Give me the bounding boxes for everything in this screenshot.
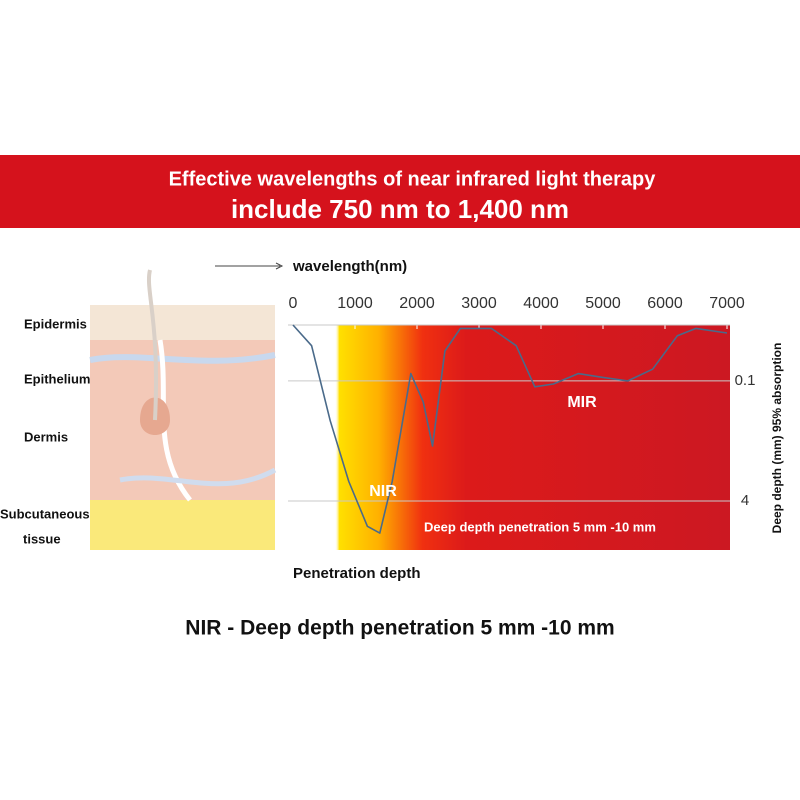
banner <box>0 155 800 228</box>
annotation: NIR <box>369 483 397 500</box>
axis-arrow-head <box>275 262 284 270</box>
x-tick-label: 2000 <box>399 295 435 312</box>
x-tick-label: 7000 <box>709 295 745 312</box>
y-tick-label: 4 <box>741 492 749 509</box>
x-tick-label: 4000 <box>523 295 559 312</box>
title: Effective wavelengths of near infrared l… <box>169 168 657 190</box>
layer-label: tissue <box>23 531 61 546</box>
y-tick-label: 0.1 <box>735 372 756 389</box>
x-tick-label: 5000 <box>585 295 621 312</box>
layer-label: Dermis <box>24 429 68 444</box>
x-tick-label: 3000 <box>461 295 497 312</box>
x-tick-label: 1000 <box>337 295 373 312</box>
bottom-label: Penetration depth <box>293 565 421 582</box>
x-axis-label: wavelength(nm) <box>292 258 407 275</box>
skin-illustration <box>89 269 277 550</box>
y-axis-label: Deep depth (mm) 95% absorption <box>770 343 784 534</box>
layer-label: Epidermis <box>24 316 87 331</box>
annotation: MIR <box>567 394 597 411</box>
data-line <box>292 324 728 534</box>
spectrum-band <box>291 325 730 550</box>
subtitle: include 750 nm to 1,400 nm <box>231 194 569 224</box>
layer-label: Epithelium <box>24 371 90 386</box>
x-tick-label: 0 <box>289 295 298 312</box>
annotation: Deep depth penetration 5 mm -10 mm <box>424 519 656 534</box>
layer-label: Subcutaneous <box>0 506 90 521</box>
caption: NIR - Deep depth penetration 5 mm -10 mm <box>185 617 614 640</box>
x-tick-label: 6000 <box>647 295 683 312</box>
